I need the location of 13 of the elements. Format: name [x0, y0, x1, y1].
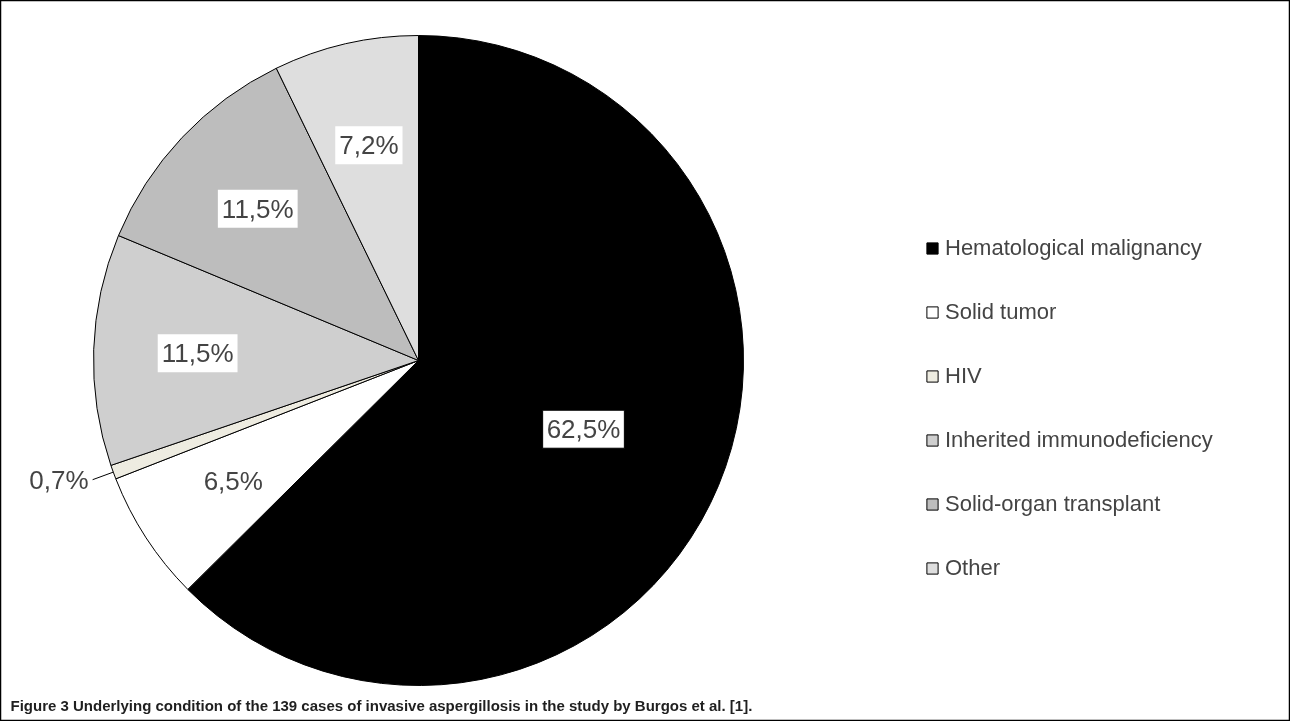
data-label: 11,5% [221, 193, 294, 224]
legend-label: Hematological malignancy [945, 235, 1202, 261]
data-label: 7,2% [339, 130, 399, 161]
text: Figure 3 Underlying condition of the 139 cases of invasive aspergillosis in the study by Burgos et al. [1]. [10, 696, 753, 714]
legend-label: HIV [945, 363, 982, 389]
legend-label: Other [945, 555, 1001, 581]
legend-label: Solid tumor [945, 299, 1057, 325]
legend-label: Solid-organ transplant [945, 491, 1161, 517]
data-label: 6,5% [203, 466, 263, 497]
data-label: 11,5% [161, 338, 234, 369]
data-label: 62,5% [546, 414, 621, 445]
legend-label: Inherited immunodeficiency [945, 427, 1213, 453]
data-label: 0,7% [29, 464, 89, 495]
